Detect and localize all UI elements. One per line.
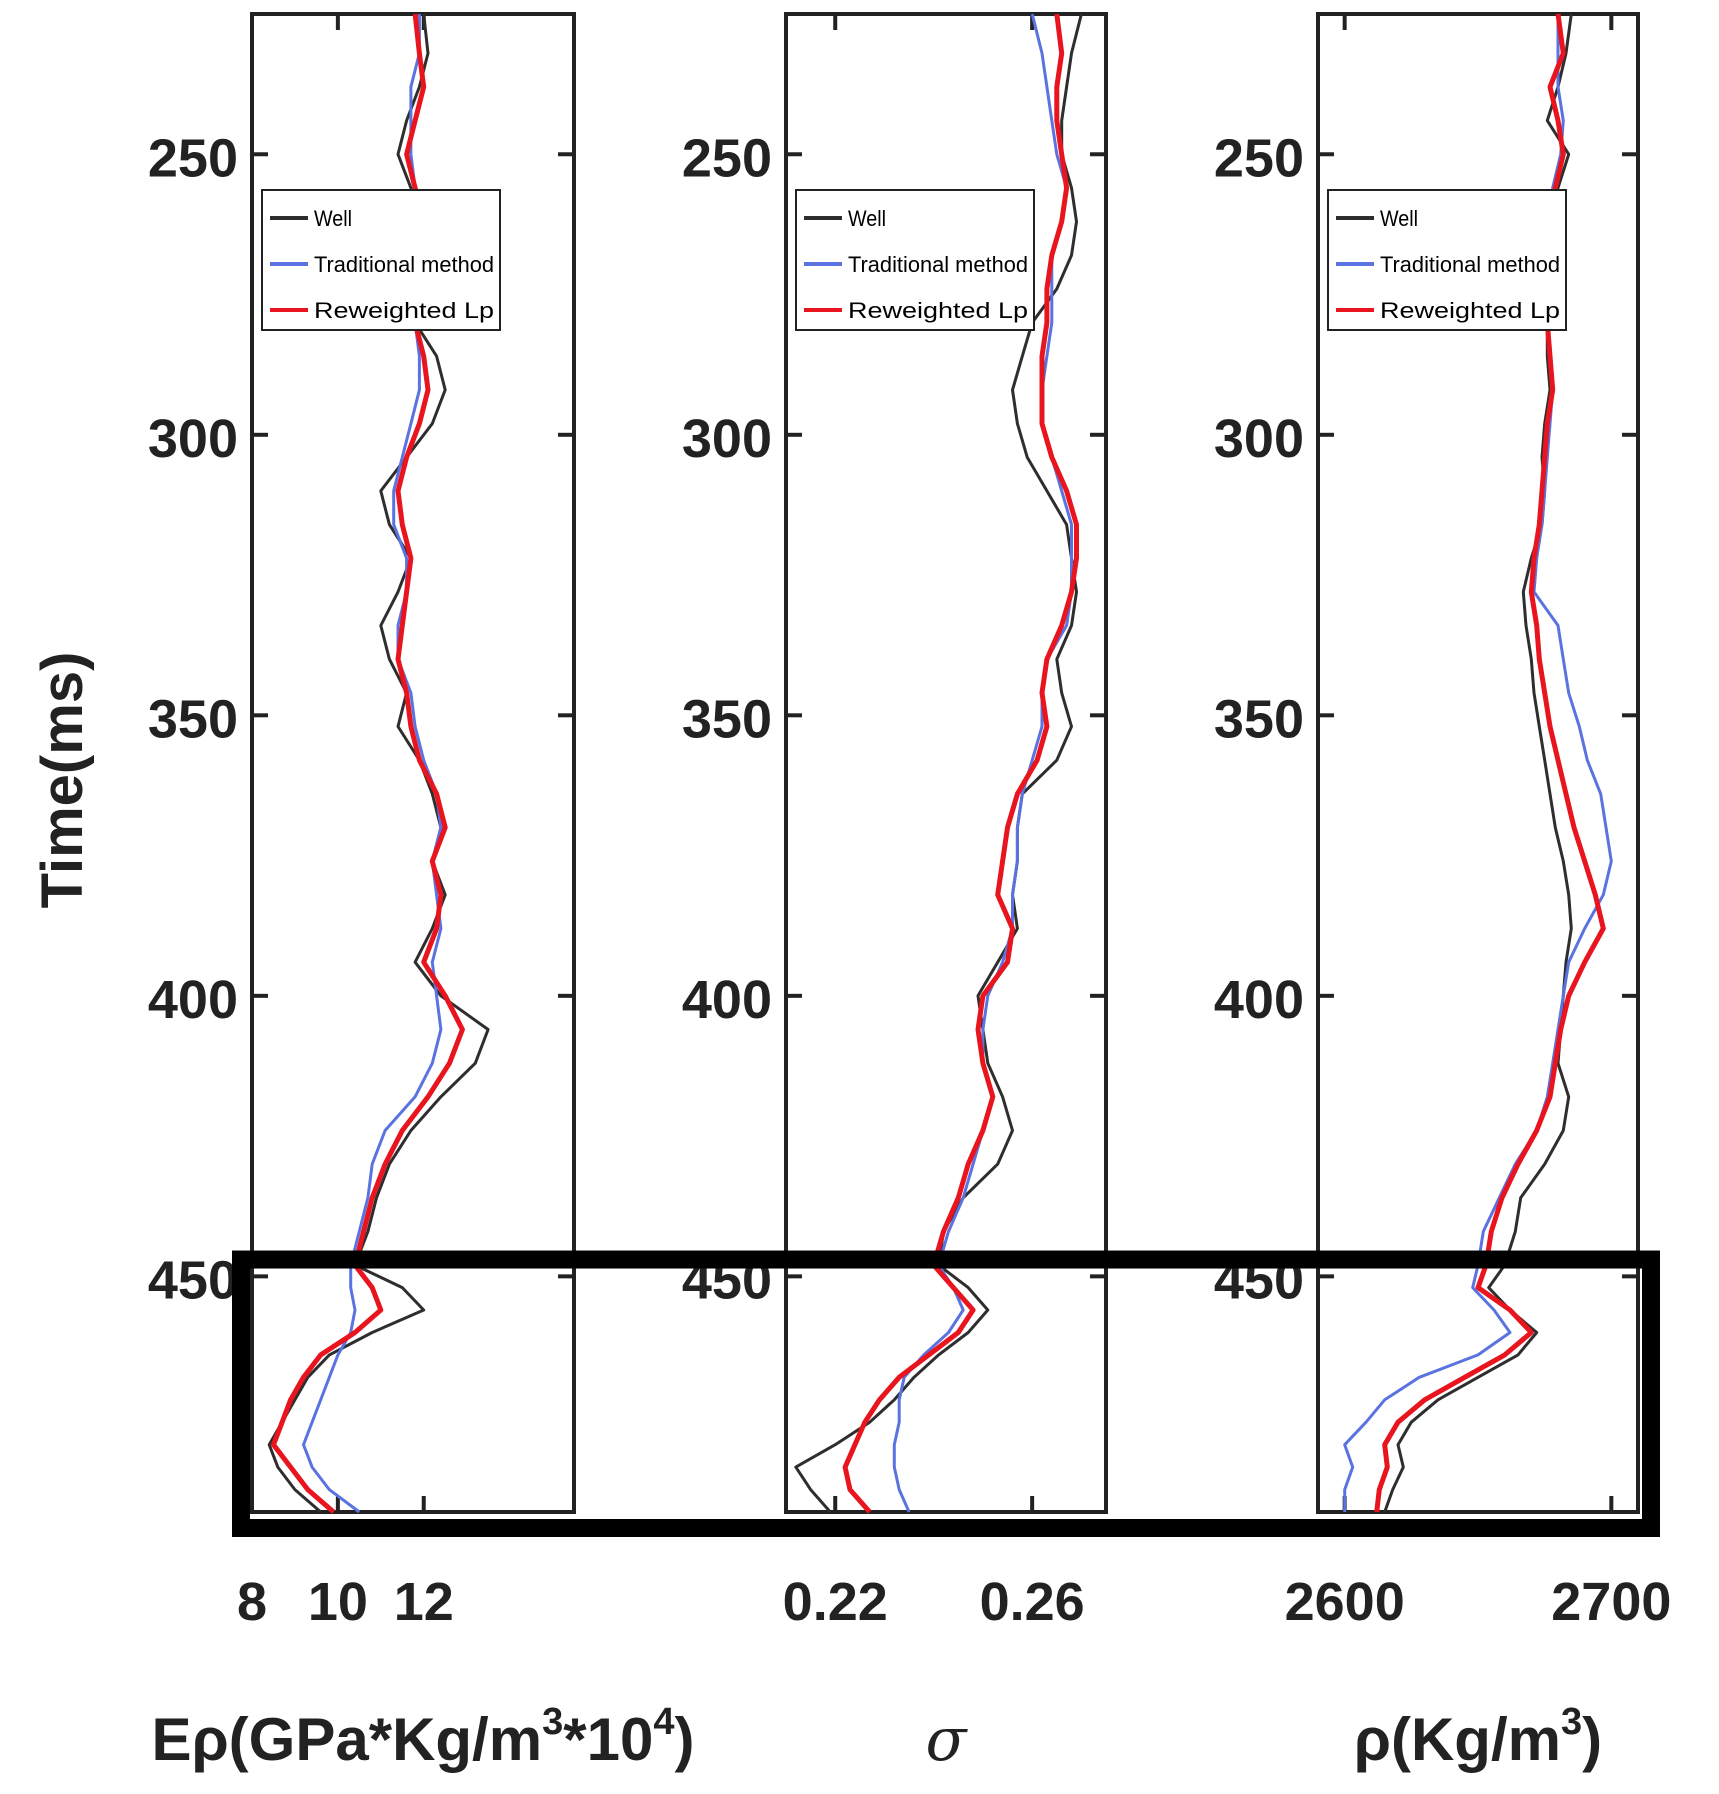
legend-label: Traditional method: [314, 252, 494, 277]
panel-e-rho: 250 300 350 400 450 8 10 12 Well Traditional meth…: [148, 12, 695, 1773]
x-axis-label-part: ): [674, 1706, 694, 1773]
x-tick-label: 2600: [1285, 1572, 1405, 1632]
y-tick-label: 350: [1214, 689, 1304, 749]
x-axis-label: ρ(Kg/m3): [1354, 1701, 1602, 1773]
y-tick-label: 400: [148, 970, 238, 1030]
x-axis-label: σ: [926, 1705, 969, 1775]
x-axis-label-part: ρ(Kg/m: [1354, 1706, 1561, 1773]
y-tick-label: 250: [148, 128, 238, 188]
y-tick-label: 250: [1214, 128, 1304, 188]
x-axis-label-part: *10: [563, 1706, 653, 1773]
x-axis-label-part: 4: [653, 1701, 674, 1743]
x-axis-label-part: Eρ(GPa*Kg/m: [152, 1706, 543, 1773]
legend: Well Traditional method Reweighted Lp: [1327, 189, 1567, 331]
series-traditional-method: [892, 13, 1073, 1513]
y-tick-label: 400: [682, 970, 772, 1030]
x-axis-label-part: 3: [542, 1701, 563, 1743]
x-axis-label-part: ): [1582, 1706, 1602, 1773]
x-tick-label: 12: [394, 1572, 454, 1632]
legend-label: Reweighted Lp: [848, 298, 1028, 323]
y-tick-label: 250: [682, 128, 772, 188]
y-tick-label: 350: [148, 689, 238, 749]
y-tick-label: 300: [148, 409, 238, 469]
panel-frame: [784, 12, 1108, 1514]
legend: Well Traditional method Reweighted Lp: [795, 189, 1035, 331]
x-tick-label: 8: [237, 1572, 267, 1632]
legend: Well Traditional method Reweighted Lp: [261, 189, 501, 331]
legend-label: Traditional method: [848, 252, 1028, 277]
legend-label: Well: [848, 206, 886, 231]
panel-frame: [250, 12, 576, 1514]
x-axis-label: Eρ(GPa*Kg/m3*104): [152, 1701, 695, 1773]
x-axis-label-part: σ: [926, 1705, 969, 1775]
legend-box: [795, 189, 1035, 331]
y-tick-label: 400: [1214, 970, 1304, 1030]
y-tick-label: 450: [148, 1250, 238, 1310]
legend-label: Traditional method: [1380, 252, 1560, 277]
legend-label: Well: [1380, 206, 1418, 231]
series-reweighted-lp: [842, 13, 1079, 1514]
y-tick-label: 300: [682, 409, 772, 469]
panels: 250 300 350 400 450 8 10 12 Well Traditional meth…: [148, 12, 1671, 1775]
y-tick-label: 350: [682, 689, 772, 749]
highlight-box: [232, 1250, 1660, 1537]
highlight-rect: [232, 1250, 1660, 1537]
panel-frame: [1316, 12, 1640, 1514]
y-axis-label: Time(ms): [30, 652, 95, 909]
legend-box: [261, 189, 501, 331]
legend-label: Reweighted Lp: [314, 298, 494, 323]
legend-label: Well: [314, 206, 352, 231]
x-tick-label: 10: [308, 1572, 368, 1632]
legend-box: [1327, 189, 1567, 331]
x-tick-label: 2700: [1551, 1572, 1671, 1632]
x-tick-label: 0.26: [980, 1572, 1085, 1632]
x-tick-label: 0.22: [783, 1572, 888, 1632]
legend-label: Reweighted Lp: [1380, 298, 1560, 323]
x-axis-label-part: 3: [1561, 1701, 1582, 1743]
y-tick-label: 300: [1214, 409, 1304, 469]
